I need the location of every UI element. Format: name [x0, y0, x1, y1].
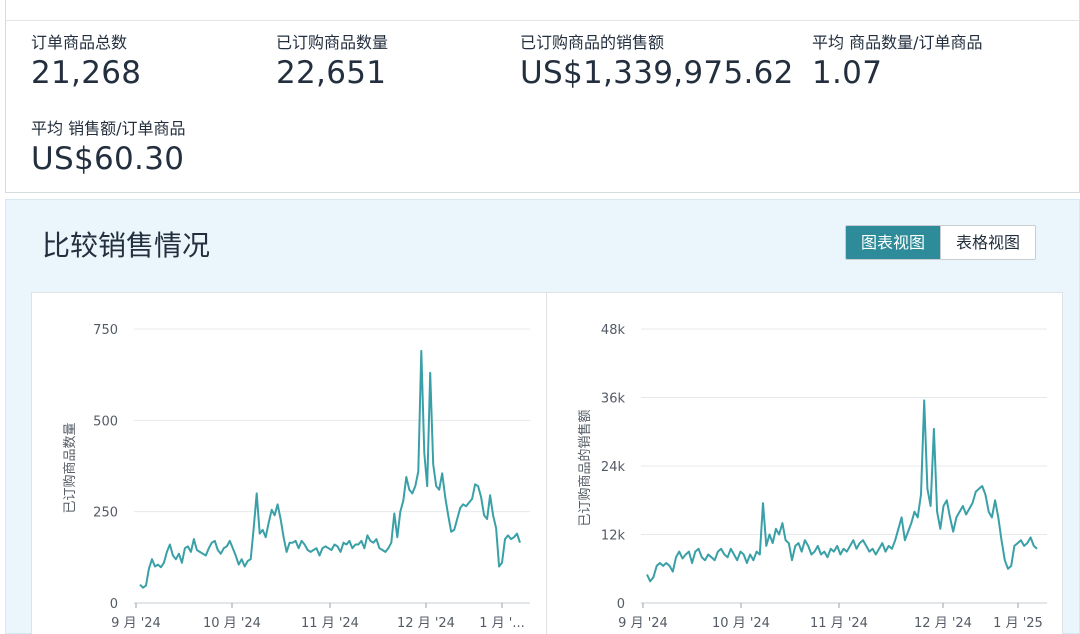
- x-tick-label: 11 月 '24: [810, 616, 868, 631]
- metric-value: US$60.30: [31, 141, 185, 177]
- view-toggle: 图表视图 表格视图: [845, 225, 1037, 260]
- x-tick-label: 12 月 '24: [914, 616, 972, 631]
- metric-label: 平均 销售额/订单商品: [31, 119, 186, 138]
- y-tick-label: 48k: [601, 323, 626, 338]
- charts-container: 0 250 500 750 9 月 '24 10 月 '24 11 月 '24 12 月 '2…: [31, 292, 1063, 634]
- x-tick-label: 1 月 '25: [993, 616, 1043, 631]
- panel-title: 比较销售情况: [42, 229, 211, 262]
- y-tick-label: 250: [93, 506, 118, 521]
- y-tick-label: 500: [93, 414, 118, 429]
- metric-label: 已订购商品数量: [276, 33, 389, 52]
- x-tick-label: 10 月 '24: [203, 616, 261, 631]
- x-tick-label: 9 月 '24: [618, 616, 668, 631]
- y-tick-label: 36k: [601, 392, 626, 407]
- y-tick-label: 12k: [601, 529, 626, 544]
- metric-label: 订单商品总数: [31, 33, 128, 52]
- metric-avg-units: 平均 商品数量/订单商品 1.07: [812, 29, 982, 91]
- chart-view-button[interactable]: 图表视图: [846, 226, 941, 259]
- units-ordered-chart: 0 250 500 750 9 月 '24 10 月 '24 11 月 '24 12 月 '2…: [62, 323, 530, 631]
- series-line: [646, 399, 1038, 583]
- series-line: [139, 349, 521, 589]
- metric-value: 1.07: [812, 55, 883, 91]
- y-axis-label: 已订购商品的销售额: [577, 409, 593, 526]
- x-tick-label: 10 月 '24: [712, 616, 770, 631]
- metric-value: 21,268: [31, 55, 142, 91]
- x-tick-label: 9 月 '24: [111, 616, 161, 631]
- metric-units-ordered: 已订购商品数量 22,651: [276, 29, 388, 91]
- y-tick-label: 750: [93, 323, 118, 338]
- metric-value: 22,651: [276, 55, 387, 91]
- metric-value: US$1,339,975.62: [520, 55, 794, 91]
- x-tick-label: 12 月 '24: [397, 616, 455, 631]
- y-tick-label: 0: [617, 597, 625, 612]
- metric-label: 平均 商品数量/订单商品: [812, 33, 983, 52]
- top-bar: [5, 0, 1080, 22]
- metric-avg-sales: 平均 销售额/订单商品 US$60.30: [31, 115, 185, 177]
- chart-divider: [546, 293, 547, 634]
- y-tick-label: 24k: [601, 460, 626, 475]
- x-tick-label: 11 月 '24: [301, 616, 359, 631]
- y-axis-label: 已订购商品数量: [62, 422, 78, 513]
- metric-label: 已订购商品的销售额: [520, 33, 665, 52]
- metric-order-items: 订单商品总数 21,268: [31, 29, 141, 91]
- compare-sales-panel: 比较销售情况 图表视图 表格视图 0 250 500 750 9 月 '24 10 月 '…: [5, 199, 1080, 634]
- metric-sales-amount: 已订购商品的销售额 US$1,339,975.62: [520, 29, 794, 91]
- sales-amount-chart: 0 12k 24k 36k 48k 9 月 '24 10 月 '24 11 月 '24 12 月…: [577, 323, 1047, 631]
- y-tick-label: 0: [110, 597, 118, 612]
- x-tick-label: 1 月 '...: [479, 616, 525, 631]
- metrics-summary: 订单商品总数 21,268 已订购商品数量 22,651 已订购商品的销售额 U…: [5, 20, 1080, 193]
- table-view-button[interactable]: 表格视图: [940, 226, 1036, 259]
